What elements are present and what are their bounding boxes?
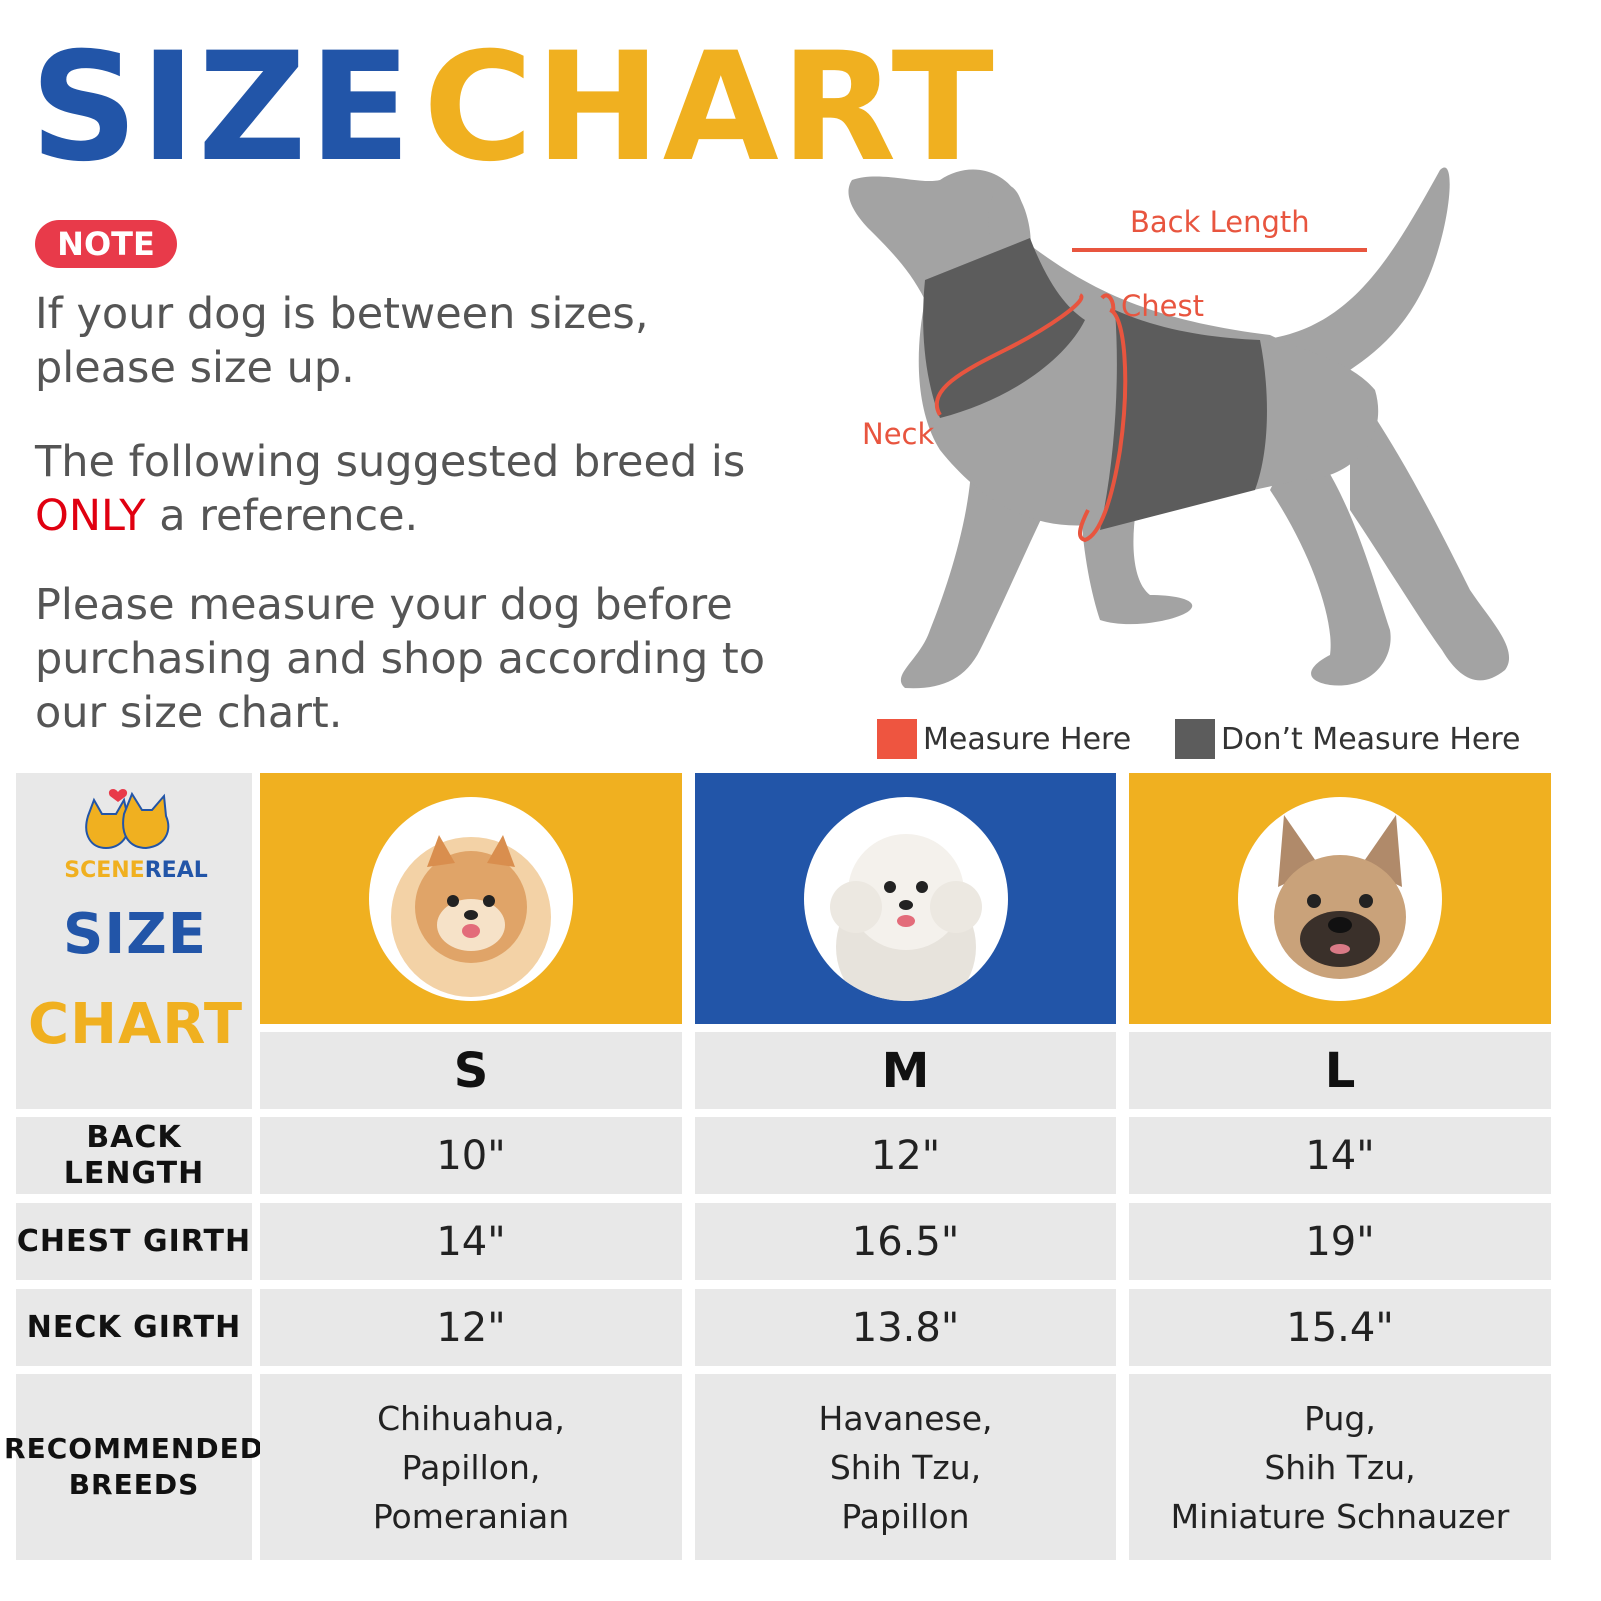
page-title: SIZECHART: [30, 28, 996, 188]
size-m-header: [695, 773, 1116, 1024]
title-chart: CHART: [423, 21, 996, 195]
poodle-photo: [803, 796, 1008, 1001]
row-label-neck-girth: NECK GIRTH: [16, 1289, 252, 1366]
breeds-s: Chihuahua, Papillon, Pomeranian: [260, 1374, 682, 1560]
neck-girth-m: 13.8": [695, 1289, 1116, 1366]
legend-swatch-measure: [877, 719, 917, 759]
neck-girth-s: 12": [260, 1289, 682, 1366]
note-badge: NOTE: [35, 220, 177, 268]
legend-label: Measure Here: [923, 721, 1132, 757]
row-label-back-length: BACK LENGTH: [16, 1117, 252, 1194]
chest-girth-l: 19": [1129, 1203, 1551, 1280]
legend-dont-measure-here: Don’t Measure Here: [1175, 718, 1521, 760]
note-size-up: If your dog is between sizes, please siz…: [35, 289, 649, 393]
size-label-l: L: [1129, 1032, 1551, 1109]
only-highlight: ONLY: [35, 491, 146, 541]
brand-logo-icon: [85, 789, 170, 850]
corner-size-text: SIZE: [62, 902, 208, 967]
size-label-s: S: [260, 1032, 682, 1109]
title-size: SIZE: [30, 21, 414, 195]
measure-lines: [934, 248, 1367, 543]
french-bulldog-photo: [1238, 796, 1442, 1001]
brand-name: SCENEREAL: [64, 858, 208, 883]
breeds-l: Pug, Shih Tzu, Miniature Schnauzer: [1129, 1374, 1551, 1560]
pomeranian-photo: [369, 796, 573, 1001]
chest-label: Chest: [1121, 289, 1204, 323]
legend-swatch-dont-measure: [1175, 719, 1215, 759]
row-label-chest-girth: CHEST GIRTH: [16, 1203, 252, 1280]
corner-chart-text: CHART: [28, 992, 244, 1057]
back-length-m: 12": [695, 1117, 1116, 1194]
breeds-m: Havanese, Shih Tzu, Papillon: [695, 1374, 1116, 1560]
size-l-header: [1129, 773, 1551, 1024]
note-measure: Please measure your dog before purchasin…: [35, 580, 766, 738]
size-label-m: M: [695, 1032, 1116, 1109]
chest-girth-s: 14": [260, 1203, 682, 1280]
dog-silhouette-icon: [848, 167, 1510, 689]
neck-label: Neck: [862, 417, 934, 451]
legend-measure-here: Measure Here: [877, 718, 1131, 760]
back-length-l: 14": [1129, 1117, 1551, 1194]
back-length-label: Back Length: [1130, 205, 1310, 239]
size-s-header: [260, 773, 682, 1024]
dog-measurement-diagram: Back Length Chest Neck: [848, 167, 1510, 689]
back-length-s: 10": [260, 1117, 682, 1194]
chest-girth-m: 16.5": [695, 1203, 1116, 1280]
neck-girth-l: 15.4": [1129, 1289, 1551, 1366]
note-breed-reference: The following suggested breed is ONLY a …: [35, 437, 746, 541]
row-label-recommended-breeds: RECOMMENDED BREEDS: [4, 1374, 263, 1560]
legend-label: Don’t Measure Here: [1221, 721, 1521, 757]
